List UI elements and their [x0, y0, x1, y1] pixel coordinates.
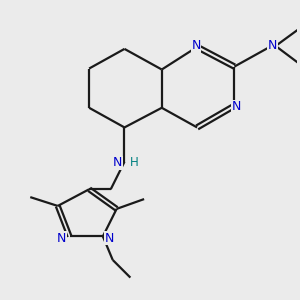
- Text: N: N: [191, 40, 201, 52]
- Text: N: N: [105, 232, 114, 245]
- Text: N: N: [113, 156, 122, 169]
- Text: N: N: [268, 40, 278, 52]
- Text: N: N: [57, 232, 66, 245]
- Text: H: H: [130, 156, 139, 169]
- Text: N: N: [232, 100, 241, 113]
